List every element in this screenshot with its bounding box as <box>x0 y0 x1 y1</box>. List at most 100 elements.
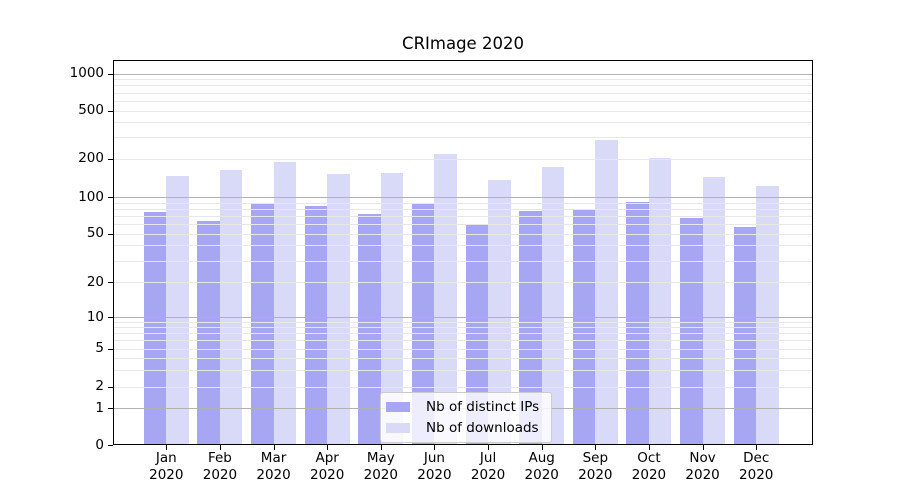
minor-gridline <box>113 92 813 94</box>
y-tick-label: 0 <box>95 436 104 453</box>
y-tick <box>108 386 113 388</box>
x-tick <box>166 445 168 450</box>
minor-gridline <box>113 202 813 204</box>
x-tick <box>273 445 275 450</box>
bar-dec-downloads <box>756 185 779 445</box>
x-tick-label: Dec 2020 <box>739 450 774 483</box>
minor-gridline <box>113 369 813 371</box>
minor-gridline <box>113 386 813 388</box>
y-tick <box>108 158 113 160</box>
bar-jul-downloads <box>488 180 511 445</box>
bar-nov-distinct-ips <box>680 218 703 445</box>
bar-oct-downloads <box>648 158 672 445</box>
x-tick <box>756 445 758 450</box>
minor-gridline <box>113 223 813 225</box>
x-tick <box>648 445 650 450</box>
y-tick <box>108 445 113 446</box>
minor-gridline <box>113 158 813 160</box>
y-tick <box>108 73 113 75</box>
x-tick <box>380 445 382 450</box>
x-tick-label: Oct 2020 <box>631 450 667 483</box>
x-tick-label: Feb 2020 <box>202 450 238 483</box>
x-tick-label: Jan 2020 <box>149 450 184 483</box>
bar-jan-downloads <box>166 175 189 445</box>
plot-area <box>113 60 813 445</box>
bar-oct-distinct-ips <box>626 201 649 445</box>
x-tick <box>327 445 329 450</box>
y-tick-label: 100 <box>78 188 104 205</box>
x-tick <box>541 445 543 450</box>
x-tick-label: Nov 2020 <box>685 450 720 483</box>
minor-gridline <box>113 245 813 247</box>
minor-gridline <box>113 122 813 124</box>
bar-jun-downloads <box>434 153 457 445</box>
minor-gridline <box>113 260 813 262</box>
bar-dec-distinct-ips <box>733 226 757 445</box>
x-tick <box>595 445 597 450</box>
x-tick <box>434 445 436 450</box>
y-tick <box>108 110 113 112</box>
y-tick-label: 500 <box>78 102 104 118</box>
bar-jan-distinct-ips <box>143 212 167 445</box>
minor-gridline <box>113 282 813 283</box>
bar-apr-distinct-ips <box>304 205 328 445</box>
y-tick-label: 1 <box>95 399 104 416</box>
legend-item-distinct-ips: Nb of distinct IPs <box>386 399 539 415</box>
x-tick-label: May 2020 <box>363 450 398 483</box>
legend-item-downloads: Nb of downloads <box>386 420 539 436</box>
bar-feb-downloads <box>219 170 243 445</box>
minor-gridline <box>113 137 813 139</box>
bar-mar-downloads <box>273 162 297 445</box>
bar-sep-downloads <box>595 139 618 445</box>
minor-gridline <box>113 100 813 102</box>
major-gridline <box>113 317 813 318</box>
bar-nov-downloads <box>702 177 726 445</box>
bar-jul-distinct-ips <box>465 223 489 445</box>
chart-title: CRImage 2020 <box>402 34 524 53</box>
x-tick-label: Jun 2020 <box>417 450 452 483</box>
y-tick <box>108 282 113 283</box>
bar-may-distinct-ips <box>358 214 381 445</box>
x-tick <box>488 445 490 450</box>
x-tick <box>219 445 221 450</box>
y-tick-label: 1000 <box>69 65 104 81</box>
y-tick <box>108 197 113 198</box>
bar-mar-distinct-ips <box>251 204 274 445</box>
y-tick <box>108 317 113 318</box>
bar-may-downloads <box>380 173 404 445</box>
legend-label-distinct-ips: Nb of distinct IPs <box>426 399 540 415</box>
y-tick-label: 20 <box>86 273 104 290</box>
x-tick-label: Aug 2020 <box>524 450 559 483</box>
y-tick <box>108 408 113 409</box>
minor-gridline <box>113 110 813 112</box>
bar-aug-downloads <box>541 166 565 445</box>
bar-jun-distinct-ips <box>411 204 435 445</box>
x-tick-label: Sep 2020 <box>578 450 613 483</box>
minor-gridline <box>113 208 813 210</box>
minor-gridline <box>113 340 813 342</box>
y-tick-label: 50 <box>86 225 104 241</box>
minor-gridline <box>113 327 813 329</box>
minor-gridline <box>113 233 813 235</box>
legend-swatch-distinct-ips <box>386 402 410 412</box>
legend-label-downloads: Nb of downloads <box>426 420 539 436</box>
x-tick-label: Jul 2020 <box>470 450 506 483</box>
legend-swatch-downloads <box>386 423 410 433</box>
y-tick <box>108 348 113 350</box>
minor-gridline <box>113 348 813 350</box>
y-tick-label: 5 <box>95 340 104 356</box>
y-tick-label: 10 <box>86 308 104 325</box>
x-tick-label: Apr 2020 <box>310 450 345 483</box>
y-tick-label: 2 <box>95 378 104 394</box>
minor-gridline <box>113 85 813 87</box>
minor-gridline <box>113 333 813 335</box>
minor-gridline <box>113 357 813 359</box>
minor-gridline <box>113 79 813 81</box>
minor-gridline <box>113 321 813 323</box>
y-tick-label: 200 <box>78 150 104 166</box>
major-gridline <box>113 73 813 75</box>
x-tick <box>702 445 704 450</box>
bar-feb-distinct-ips <box>197 220 220 445</box>
bar-apr-downloads <box>327 174 350 445</box>
